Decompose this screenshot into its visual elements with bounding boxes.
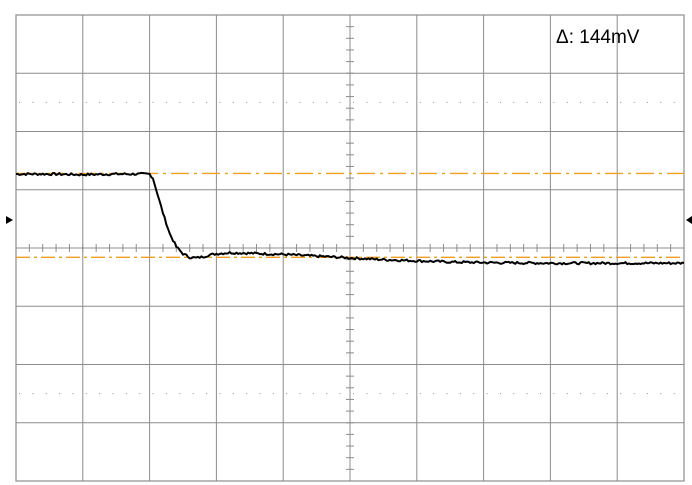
level-markers: [6, 216, 692, 225]
waveform: [15, 171, 685, 266]
right-level-marker: [686, 216, 692, 225]
graticule: [15, 14, 685, 482]
cursor-lines: [16, 172, 684, 259]
left-level-marker: [6, 216, 13, 225]
waveform-trace: [15, 171, 685, 266]
delta-readout: Δ: 144mV: [556, 27, 640, 48]
